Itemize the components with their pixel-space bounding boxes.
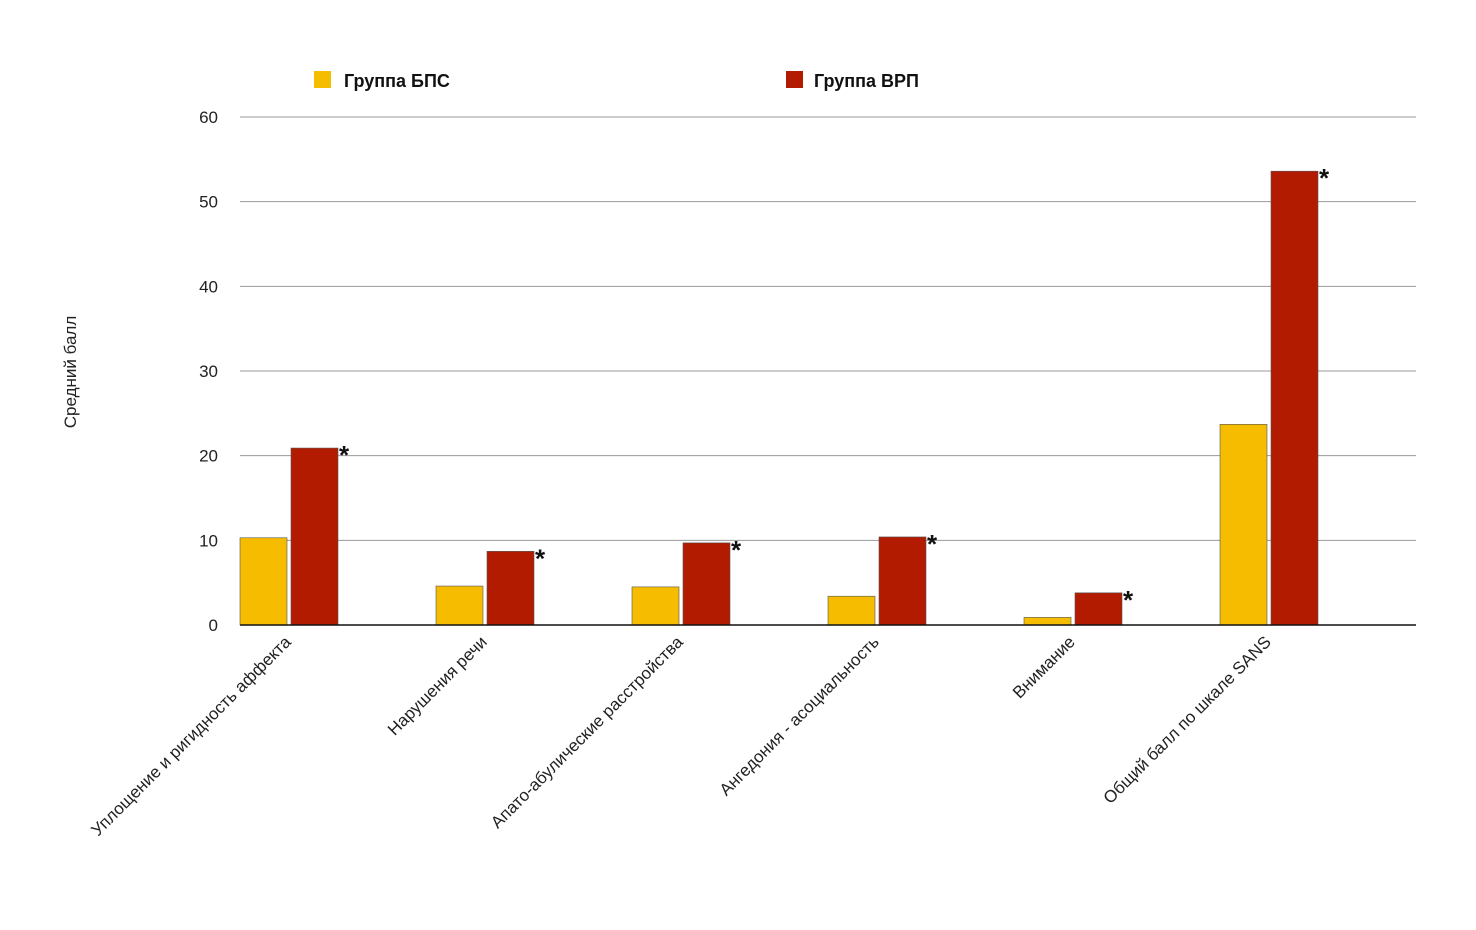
y-axis-label: Средний балл [61,316,80,428]
y-tick-label: 40 [199,277,218,296]
y-tick-label: 20 [199,447,218,466]
bar-bps [1023,617,1072,626]
significance-asterisk: * [535,543,546,573]
y-tick-label: 50 [199,193,218,212]
x-tick-label: Внимание [1009,632,1079,702]
bar-bps [827,595,876,626]
significance-asterisk: * [339,440,350,470]
y-tick-label: 30 [199,362,218,381]
significance-asterisk: * [927,529,938,559]
y-axis-ticks: 0 10 20 30 40 50 60 [199,108,218,635]
y-tick-label: 60 [199,108,218,127]
bar-bps [239,537,288,626]
bar-vrp [486,551,535,626]
x-tick-label: Уплощение и ригидность аффекта [88,632,296,840]
bar-vrp [878,536,927,626]
significance-asterisk: * [731,535,742,565]
bars: * * * * * * [239,163,1330,626]
y-tick-label: 10 [199,531,218,550]
bar-vrp [290,447,339,626]
y-tick-label: 0 [209,616,218,635]
x-tick-label: Апато-абулические расстройства [487,632,687,832]
x-tick-label: Ангедония - асоциальность [716,632,883,799]
significance-asterisk: * [1123,585,1134,615]
bar-vrp [1270,170,1319,626]
legend: Группа БПС Группа ВРП [314,71,919,91]
bar-bps [631,586,680,626]
significance-asterisk: * [1319,163,1330,193]
x-axis-labels: Уплощение и ригидность аффекта Нарушения … [88,632,1275,840]
bar-bps [1219,424,1268,626]
legend-label-vrp: Группа ВРП [814,71,919,91]
x-tick-label: Нарушения речи [384,632,491,739]
bar-bps [435,585,484,626]
bar-vrp [1074,592,1123,626]
legend-label-bps: Группа БПС [344,71,450,91]
legend-swatch-vrp [786,71,803,88]
legend-swatch-bps [314,71,331,88]
x-tick-label: Общий балл по шкале SANS [1100,632,1275,807]
bar-vrp [682,542,731,626]
